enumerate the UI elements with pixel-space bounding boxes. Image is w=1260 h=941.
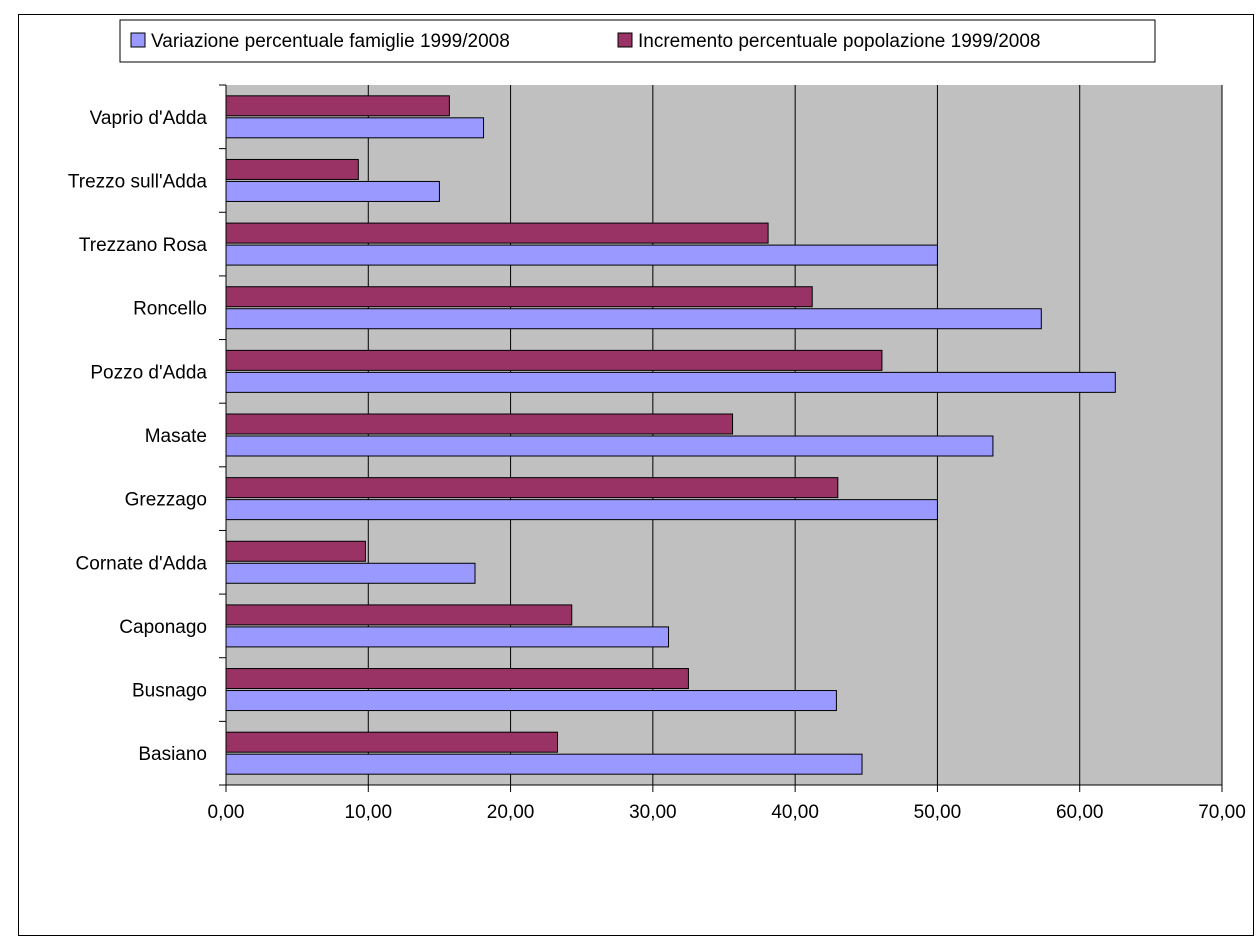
bar-popolazione — [225, 668, 689, 690]
legend-label-popolazione: Incremento percentuale popolazione 1999/… — [638, 31, 1040, 52]
y-category-label: Masate — [145, 426, 207, 447]
y-category-label: Vaprio d'Adda — [90, 108, 208, 129]
y-axis-labels: Basiano Busnago Caponago Cornate d'Adda Grez… — [68, 108, 208, 765]
y-category-label: Roncello — [133, 299, 207, 320]
axes — [219, 84, 1223, 792]
bar-popolazione — [225, 731, 559, 753]
bar-popolazione — [225, 540, 366, 562]
y-category-label: Trezzo sull'Adda — [68, 171, 208, 192]
legend: Variazione percentuale famiglie 1999/200… — [119, 19, 1156, 63]
bar-popolazione — [225, 158, 359, 180]
bar-famiglie — [225, 753, 863, 775]
x-tick-label: 10,00 — [345, 802, 393, 823]
bar-famiglie — [225, 626, 670, 648]
x-tick-label: 50,00 — [914, 802, 962, 823]
bar-famiglie — [225, 690, 837, 712]
bar-famiglie — [225, 562, 476, 584]
x-tick-label: 30,00 — [629, 802, 677, 823]
bar-popolazione — [225, 477, 839, 499]
bar-famiglie — [225, 244, 938, 266]
x-tick-label: 20,00 — [487, 802, 535, 823]
x-tick-label: 0,00 — [208, 802, 245, 823]
y-category-label: Basiano — [138, 744, 207, 765]
legend-box — [119, 19, 1156, 63]
bar-popolazione — [225, 413, 734, 435]
y-category-label: Grezzago — [125, 490, 207, 511]
legend-swatch-popolazione — [617, 32, 633, 48]
y-category-label: Busnago — [132, 681, 207, 702]
legend-label-famiglie: Variazione percentuale famiglie 1999/200… — [151, 31, 510, 52]
bar-popolazione — [225, 604, 573, 626]
bar-popolazione — [225, 286, 813, 308]
x-axis-labels: 0,00 10,00 20,00 30,00 40,00 50,00 60,00 70,00 — [208, 802, 1246, 823]
x-tick-label: 40,00 — [771, 802, 819, 823]
bar-famiglie — [225, 180, 440, 202]
bar-popolazione — [225, 222, 769, 244]
x-tick-label: 60,00 — [1056, 802, 1104, 823]
y-category-label: Pozzo d'Adda — [90, 362, 207, 383]
bars — [225, 95, 1116, 775]
y-category-label: Cornate d'Adda — [76, 553, 208, 574]
bar-famiglie — [225, 435, 994, 457]
x-tick-label: 70,00 — [1198, 802, 1246, 823]
bar-famiglie — [225, 499, 938, 521]
bar-famiglie — [225, 308, 1042, 330]
y-category-label: Caponago — [119, 617, 207, 638]
bar-popolazione — [225, 349, 883, 371]
y-category-label: Trezzano Rosa — [79, 235, 208, 256]
bar-popolazione — [225, 95, 450, 117]
bar-famiglie — [225, 117, 485, 139]
bar-famiglie — [225, 371, 1116, 393]
legend-swatch-famiglie — [130, 32, 146, 48]
